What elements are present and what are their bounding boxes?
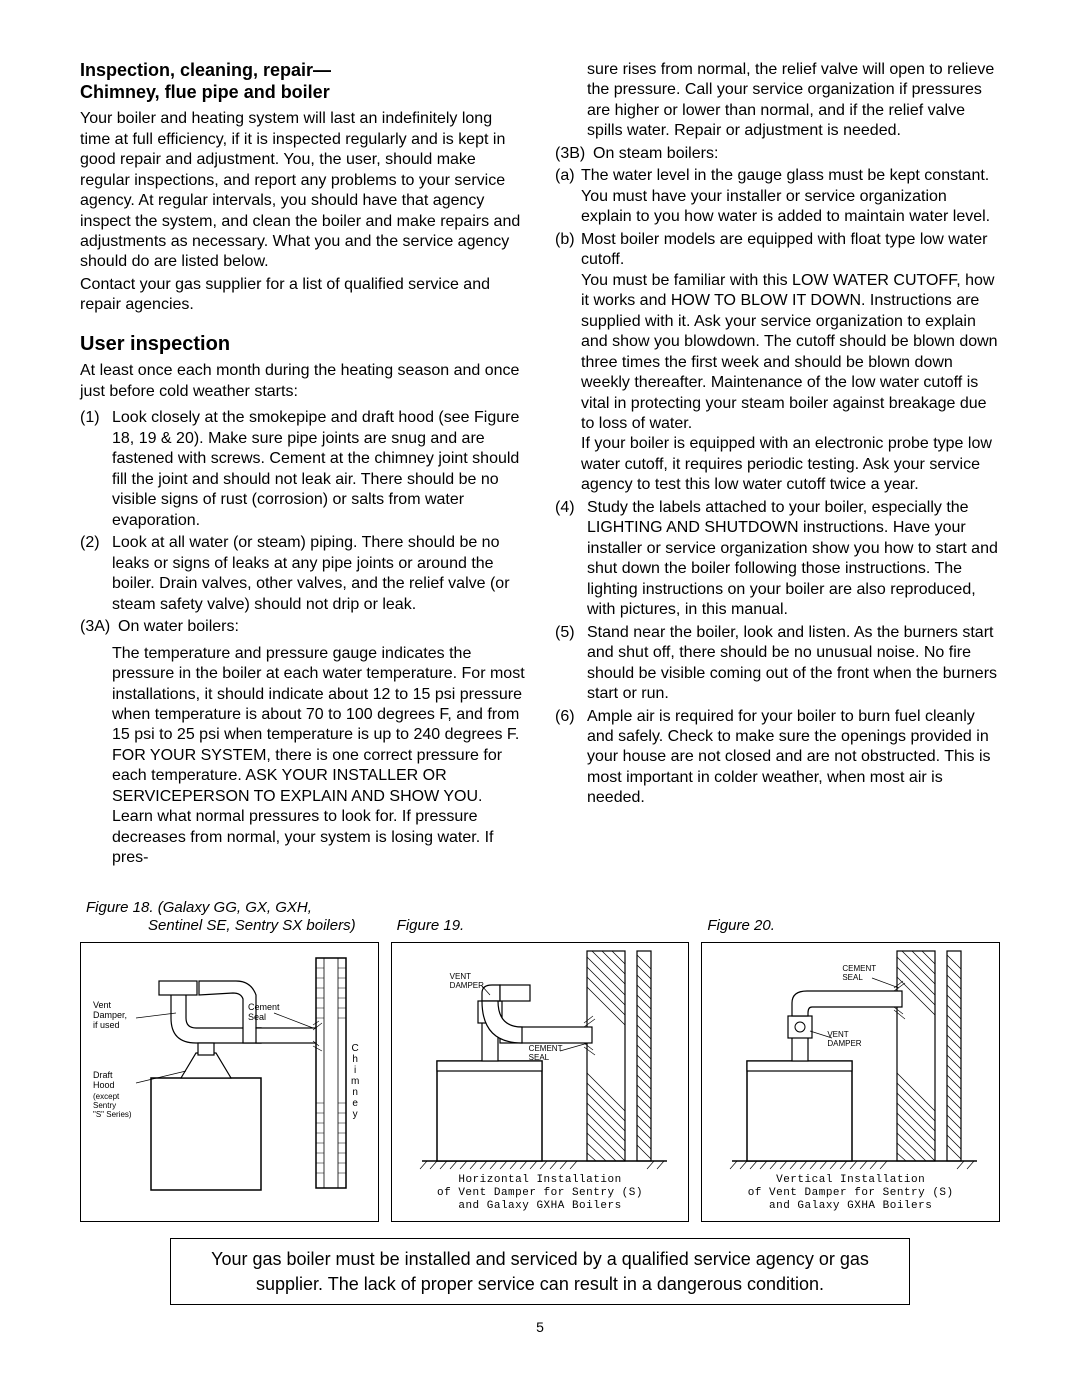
page-number: 5 — [80, 1319, 1000, 1335]
list-item-2: (2) Look at all water (or steam) piping.… — [80, 533, 525, 615]
intro-paragraph-2: Contact your gas supplier for a list of … — [80, 275, 525, 316]
list-item-6: (6) Ample air is required for your boile… — [555, 707, 1000, 809]
list-item-4: (4) Study the labels attached to your bo… — [555, 498, 1000, 621]
intro-paragraph: Your boiler and heating system will last… — [80, 109, 525, 273]
list-marker: (6) — [555, 707, 587, 809]
label-cement-seal: CEMENT SEAL — [529, 1045, 563, 1063]
label-draft-hood: Draft Hood — [93, 1071, 115, 1091]
figure-20-caption: Figure 20. — [701, 917, 1000, 936]
list-item-3a: (3A) On water boilers: — [80, 617, 525, 637]
figure-20-diagram: CEMENT SEAL VENT DAMPER Vertical Install… — [701, 942, 1000, 1222]
list-body: On water boilers: — [118, 617, 525, 637]
user-intro: At least once each month during the heat… — [80, 361, 525, 402]
figure-20-bottom-caption: Vertical Installation of Vent Damper for… — [702, 1174, 999, 1214]
list-marker: (5) — [555, 623, 587, 705]
list-body: Look at all water (or steam) piping. The… — [112, 533, 525, 615]
left-column: Inspection, cleaning, repair— Chimney, f… — [80, 60, 525, 869]
figure-18-diagram: Vent Damper, if used Cement Seal Draft H… — [80, 942, 379, 1222]
list-marker: (4) — [555, 498, 587, 621]
figure-19-caption: Figure 19. — [391, 917, 690, 936]
figure-18-caption: Figure 18. (Galaxy GG, GX, GXH, Sentinel… — [80, 899, 379, 937]
fig18-cap-line1: Figure 18. (Galaxy GG, GX, GXH, — [86, 899, 312, 916]
list-body: Ample air is required for your boiler to… — [587, 707, 1000, 809]
list-body: On steam boilers: — [593, 144, 1000, 164]
list-marker: (b) — [555, 230, 581, 271]
list-marker: (3A) — [80, 617, 118, 637]
warning-box: Your gas boiler must be installed and se… — [170, 1238, 910, 1305]
list-body: The water level in the gauge glass must … — [581, 166, 1000, 227]
figure-19-bottom-caption: Horizontal Installation of Vent Damper f… — [392, 1174, 689, 1214]
list-item-1: (1) Look closely at the smokepipe and dr… — [80, 408, 525, 531]
two-column-layout: Inspection, cleaning, repair— Chimney, f… — [80, 60, 1000, 869]
fig18-cap-line2: Sentinel SE, Sentry SX boilers) — [86, 917, 356, 934]
section-heading: Inspection, cleaning, repair— Chimney, f… — [80, 60, 525, 103]
label-chimney: C h i m n e y — [351, 1043, 359, 1120]
item-3a-continuation: sure rises from normal, the relief valve… — [555, 60, 1000, 142]
figures-row: Figure 18. (Galaxy GG, GX, GXH, Sentinel… — [80, 899, 1000, 1223]
list-body: Study the labels attached to your boiler… — [587, 498, 1000, 621]
label-cement-seal: Cement Seal — [248, 1003, 280, 1023]
figure-20: Figure 20. — [701, 917, 1000, 1222]
list-item-5: (5) Stand near the boiler, look and list… — [555, 623, 1000, 705]
list-marker: (1) — [80, 408, 112, 531]
list-marker: (3B) — [555, 144, 593, 164]
list-body: Look closely at the smokepipe and draft … — [112, 408, 525, 531]
item-b-detail-2: If your boiler is equipped with an elect… — [555, 434, 1000, 495]
figure-19: Figure 19. — [391, 917, 690, 1222]
label-vent-damper: Vent Damper, if used — [93, 1001, 127, 1031]
list-item-3b-b: (b) Most boiler models are equipped with… — [555, 230, 1000, 271]
label-cement-seal: CEMENT SEAL — [842, 965, 876, 983]
list-body: Stand near the boiler, look and listen. … — [587, 623, 1000, 705]
user-inspection-heading: User inspection — [80, 332, 525, 358]
list-body: Most boiler models are equipped with flo… — [581, 230, 1000, 271]
list-item-3b: (3B) On steam boilers: — [555, 144, 1000, 164]
label-except: (except Sentry "S" Series) — [93, 1093, 132, 1119]
label-vent-damper: VENT DAMPER — [450, 973, 484, 991]
list-item-3b-a: (a) The water level in the gauge glass m… — [555, 166, 1000, 227]
list-marker: (a) — [555, 166, 581, 227]
right-column: sure rises from normal, the relief valve… — [555, 60, 1000, 869]
label-vent-damper: VENT DAMPER — [827, 1031, 861, 1049]
list-marker: (2) — [80, 533, 112, 615]
item-b-detail: You must be familiar with this LOW WATER… — [555, 271, 1000, 435]
figure-19-diagram: VENT DAMPER CEMENT SEAL Horizontal Insta… — [391, 942, 690, 1222]
figure-18: Figure 18. (Galaxy GG, GX, GXH, Sentinel… — [80, 899, 379, 1223]
item-3a-detail: The temperature and pressure gauge indic… — [80, 644, 525, 869]
